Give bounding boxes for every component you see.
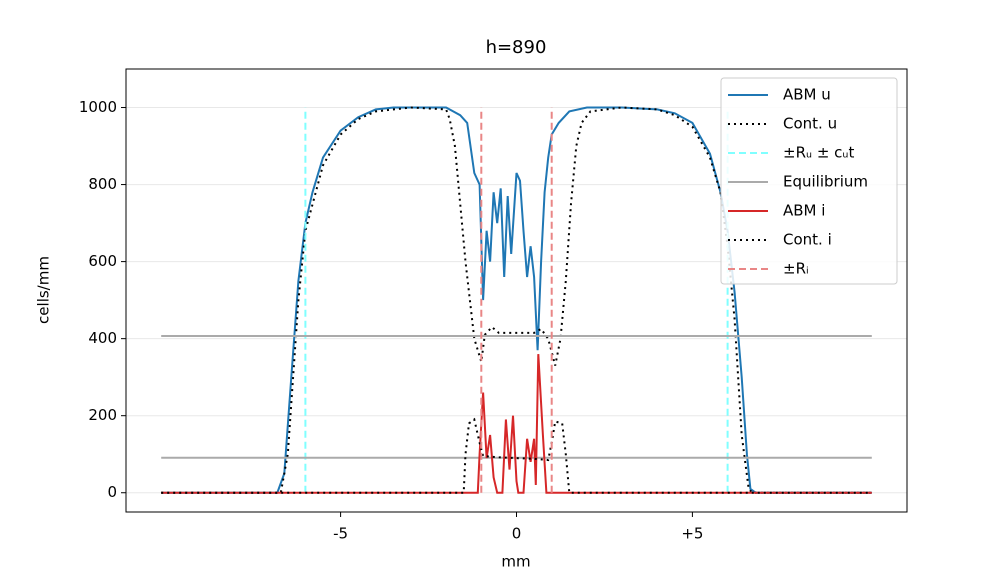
series-line: [161, 335, 872, 459]
series-line: [161, 106, 872, 494]
series-line: [480, 107, 553, 493]
y-tick-label: 400: [88, 329, 117, 347]
y-axis-label: cells/mm: [35, 256, 53, 324]
chart-title: h=890: [486, 37, 547, 58]
y-tick-label: 200: [88, 406, 117, 424]
x-tick-label: +5: [681, 525, 703, 543]
y-tick-label: 1000: [79, 98, 117, 116]
y-tick-label: 0: [107, 483, 117, 501]
plot-frame: [125, 68, 908, 513]
x-tick-label: -5: [333, 525, 348, 543]
x-tick-label: 0: [512, 525, 522, 543]
x-axis-label: mm: [501, 553, 530, 571]
legend-label: Cont. u: [783, 115, 837, 133]
y-tick-label: 800: [88, 175, 117, 193]
legend-label: ABM i: [783, 202, 825, 220]
series-line: [161, 417, 872, 494]
legend-label: ±Rᵢ: [783, 260, 809, 278]
y-tick-label: 600: [88, 252, 117, 270]
legend-label: Cont. i: [783, 231, 832, 249]
series-line: [161, 354, 872, 494]
legend-label: ±Rᵤ ± cᵤt: [783, 144, 854, 162]
legend-label: Equilibrium: [783, 173, 868, 191]
legend-label: ABM u: [783, 86, 831, 104]
legend-box: [720, 77, 898, 285]
